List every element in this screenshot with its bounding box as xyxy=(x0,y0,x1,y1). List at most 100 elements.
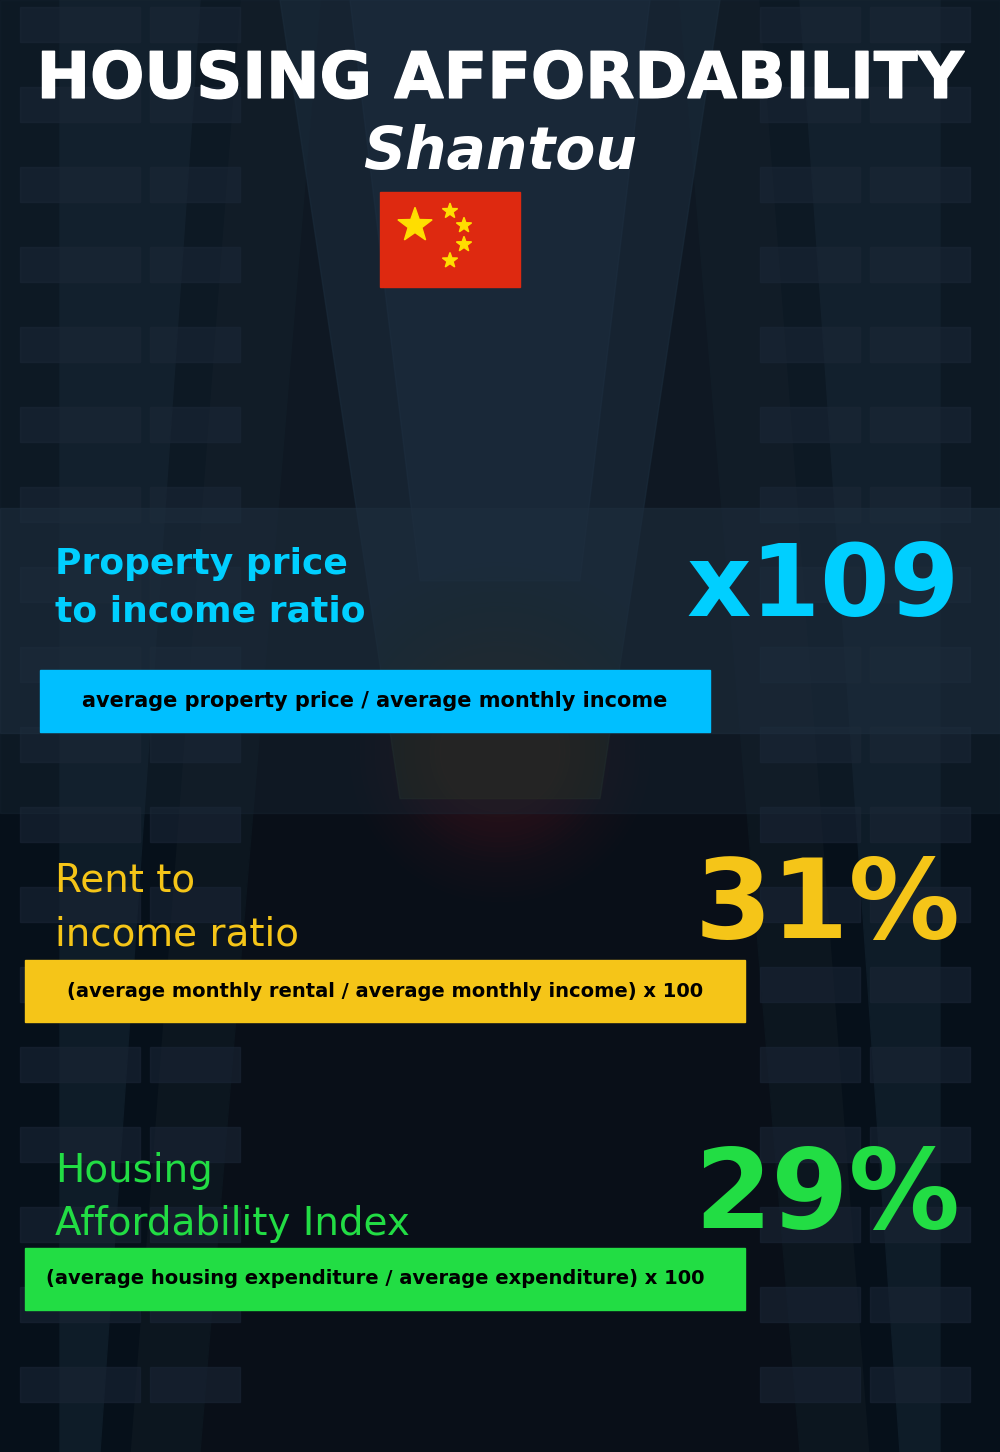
Bar xyxy=(380,192,520,287)
Bar xyxy=(760,727,860,762)
Bar xyxy=(20,407,140,441)
Text: 31%: 31% xyxy=(694,854,960,961)
Bar xyxy=(760,1366,860,1403)
Bar xyxy=(20,247,140,282)
Bar xyxy=(150,486,240,523)
Bar xyxy=(20,727,140,762)
Bar xyxy=(870,1207,970,1241)
Bar xyxy=(760,247,860,282)
Bar xyxy=(150,1127,240,1162)
Bar xyxy=(760,1047,860,1082)
Bar xyxy=(760,1127,860,1162)
Bar xyxy=(760,648,860,682)
Bar xyxy=(25,1247,745,1310)
Bar xyxy=(760,887,860,922)
Polygon shape xyxy=(0,0,240,1452)
Bar xyxy=(150,1207,240,1241)
Bar xyxy=(760,1207,860,1241)
Polygon shape xyxy=(800,0,940,1452)
Bar xyxy=(150,407,240,441)
Bar xyxy=(150,727,240,762)
Bar xyxy=(40,669,710,732)
Bar xyxy=(760,566,860,603)
Bar xyxy=(870,87,970,122)
Polygon shape xyxy=(280,0,720,799)
Bar xyxy=(20,1047,140,1082)
Bar xyxy=(150,1286,240,1321)
Text: (average housing expenditure / average expenditure) x 100: (average housing expenditure / average e… xyxy=(46,1269,704,1288)
Bar xyxy=(150,807,240,842)
Bar xyxy=(20,648,140,682)
Bar xyxy=(870,1047,970,1082)
Polygon shape xyxy=(760,0,1000,1452)
Text: Housing
Affordability Index: Housing Affordability Index xyxy=(55,1153,410,1243)
Bar xyxy=(760,407,860,441)
Bar xyxy=(870,807,970,842)
Bar xyxy=(20,327,140,362)
Bar xyxy=(870,167,970,202)
Bar xyxy=(760,327,860,362)
Bar xyxy=(150,87,240,122)
Bar xyxy=(870,1127,970,1162)
Bar xyxy=(20,7,140,42)
Bar xyxy=(760,7,860,42)
Bar xyxy=(870,7,970,42)
Bar xyxy=(20,167,140,202)
Bar xyxy=(20,967,140,1002)
Text: HOUSING AFFORDABILITY: HOUSING AFFORDABILITY xyxy=(37,49,963,110)
Text: Shantou: Shantou xyxy=(363,123,637,182)
Bar xyxy=(870,407,970,441)
Bar xyxy=(870,967,970,1002)
Text: (average monthly rental / average monthly income) x 100: (average monthly rental / average monthl… xyxy=(67,982,703,1000)
Bar xyxy=(20,1366,140,1403)
Bar xyxy=(150,967,240,1002)
Bar xyxy=(870,1286,970,1321)
Bar xyxy=(870,1366,970,1403)
Bar xyxy=(870,327,970,362)
Bar xyxy=(20,87,140,122)
Bar xyxy=(20,486,140,523)
Polygon shape xyxy=(442,203,458,218)
Polygon shape xyxy=(350,0,650,581)
Bar xyxy=(20,1127,140,1162)
Bar xyxy=(150,887,240,922)
Bar xyxy=(870,247,970,282)
Bar xyxy=(870,486,970,523)
Polygon shape xyxy=(60,0,200,1452)
Text: x109: x109 xyxy=(687,540,960,636)
Text: 29%: 29% xyxy=(694,1144,960,1252)
Bar xyxy=(870,887,970,922)
Bar xyxy=(760,167,860,202)
Polygon shape xyxy=(442,253,458,267)
Bar xyxy=(150,566,240,603)
Bar xyxy=(150,1366,240,1403)
Bar xyxy=(150,327,240,362)
Bar xyxy=(20,807,140,842)
Polygon shape xyxy=(398,208,432,240)
Bar xyxy=(150,1047,240,1082)
Bar xyxy=(760,87,860,122)
Bar xyxy=(870,727,970,762)
Text: average property price / average monthly income: average property price / average monthly… xyxy=(82,691,668,711)
Polygon shape xyxy=(456,218,472,232)
Bar xyxy=(0,0,1000,813)
Polygon shape xyxy=(456,237,472,251)
Bar xyxy=(150,7,240,42)
Bar xyxy=(150,247,240,282)
Bar xyxy=(20,1207,140,1241)
Bar xyxy=(760,1286,860,1321)
Bar xyxy=(150,648,240,682)
Polygon shape xyxy=(680,0,1000,1452)
Text: Property price
to income ratio: Property price to income ratio xyxy=(55,547,366,629)
Bar xyxy=(760,807,860,842)
Polygon shape xyxy=(0,0,320,1452)
Bar xyxy=(760,967,860,1002)
Bar xyxy=(25,960,745,1022)
Bar xyxy=(20,1286,140,1321)
Bar xyxy=(870,566,970,603)
Text: Rent to
income ratio: Rent to income ratio xyxy=(55,862,299,953)
Bar xyxy=(20,887,140,922)
Bar xyxy=(20,566,140,603)
Bar xyxy=(760,486,860,523)
Bar xyxy=(870,648,970,682)
